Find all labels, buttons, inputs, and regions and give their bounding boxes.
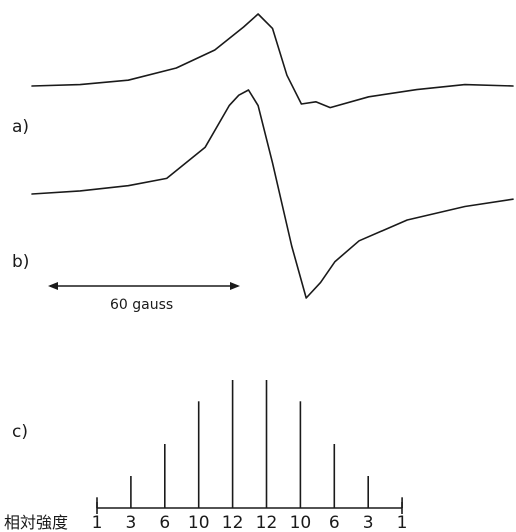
scale-bar: 60 gauss xyxy=(48,282,240,313)
stick-tick-label: 12 xyxy=(256,513,278,532)
stick-tick-label: 12 xyxy=(222,513,244,532)
spectrum-trace-a xyxy=(31,13,514,109)
stick-tick-label: 1 xyxy=(397,513,408,532)
stick-spectrum xyxy=(96,380,403,514)
stick-tick-label: 10 xyxy=(290,513,312,532)
panel-label-a: a) xyxy=(12,117,29,137)
panel-label-c: c) xyxy=(12,422,28,442)
stick-tick-label: 3 xyxy=(363,513,374,532)
intensity-axis-title: 相対強度 xyxy=(4,513,68,532)
panel-label-b: b) xyxy=(12,252,29,272)
stick-tick-label: 1 xyxy=(92,513,103,532)
stick-tick-label: 6 xyxy=(329,513,340,532)
intensity-tick-labels: 1 3 6 10 12 12 10 6 3 1 xyxy=(92,513,408,532)
stick-tick-label: 10 xyxy=(188,513,210,532)
scale-bar-label: 60 gauss xyxy=(110,297,173,313)
scale-arrow-right-icon xyxy=(230,282,240,290)
spectrum-trace-b xyxy=(31,89,514,299)
stick-tick-label: 6 xyxy=(159,513,170,532)
stick-tick-label: 3 xyxy=(125,513,136,532)
scale-arrow-left-icon xyxy=(48,282,58,290)
